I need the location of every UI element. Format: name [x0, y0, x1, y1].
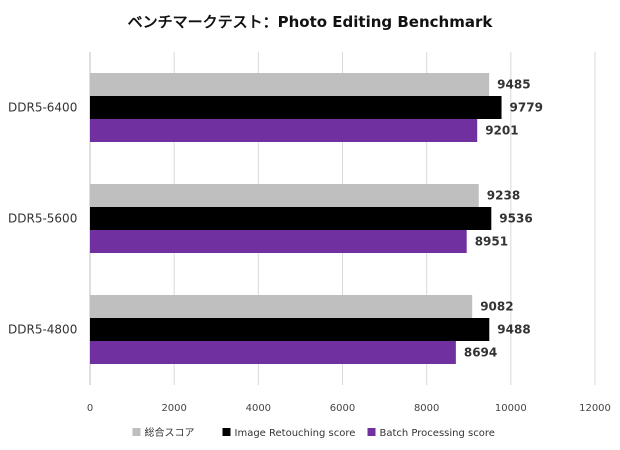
data-label: 9488 — [497, 323, 530, 337]
legend-swatch — [367, 428, 376, 436]
x-tick-label: 0 — [87, 403, 93, 414]
category-label: DDR5-4800 — [8, 323, 77, 337]
x-tick-label: 12000 — [579, 403, 611, 414]
category-label: DDR5-6400 — [8, 101, 77, 115]
legend: 総合スコア Image Retouching score Batch Process… — [132, 426, 495, 439]
data-label: 9082 — [480, 300, 513, 314]
data-label: 9201 — [485, 124, 518, 138]
legend-swatch — [132, 428, 141, 436]
legend-label: Batch Processing score — [380, 428, 495, 439]
bar — [90, 318, 490, 341]
bar — [90, 341, 456, 364]
x-axis-ticks: 0 2000 4000 6000 8000 10000 12000 — [87, 403, 611, 414]
legend-label: Image Retouching score — [235, 428, 356, 439]
data-label: 9536 — [499, 212, 532, 226]
bar — [90, 96, 502, 119]
bar — [90, 295, 473, 318]
legend-label: 総合スコア — [145, 426, 195, 439]
data-label: 9779 — [510, 101, 543, 115]
x-tick-label: 10000 — [495, 403, 527, 414]
x-tick-label: 8000 — [414, 403, 439, 414]
legend-swatch — [222, 428, 231, 436]
x-tick-label: 2000 — [161, 403, 186, 414]
bar — [90, 230, 467, 253]
data-label: 8951 — [475, 235, 508, 249]
bar — [90, 184, 479, 207]
chart-title: ベンチマークテスト：Photo Editing Benchmark — [128, 13, 494, 31]
bar — [90, 119, 478, 142]
x-tick-label: 4000 — [246, 403, 271, 414]
x-tick-label: 6000 — [330, 403, 355, 414]
bars — [90, 73, 502, 364]
category-labels: DDR5-6400 DDR5-5600 DDR5-4800 — [8, 101, 77, 337]
bar — [90, 207, 492, 230]
data-label: 8694 — [464, 346, 497, 360]
data-label: 9485 — [497, 78, 530, 92]
bar — [90, 73, 490, 96]
data-label: 9238 — [487, 189, 520, 203]
category-label: DDR5-5600 — [8, 212, 77, 226]
